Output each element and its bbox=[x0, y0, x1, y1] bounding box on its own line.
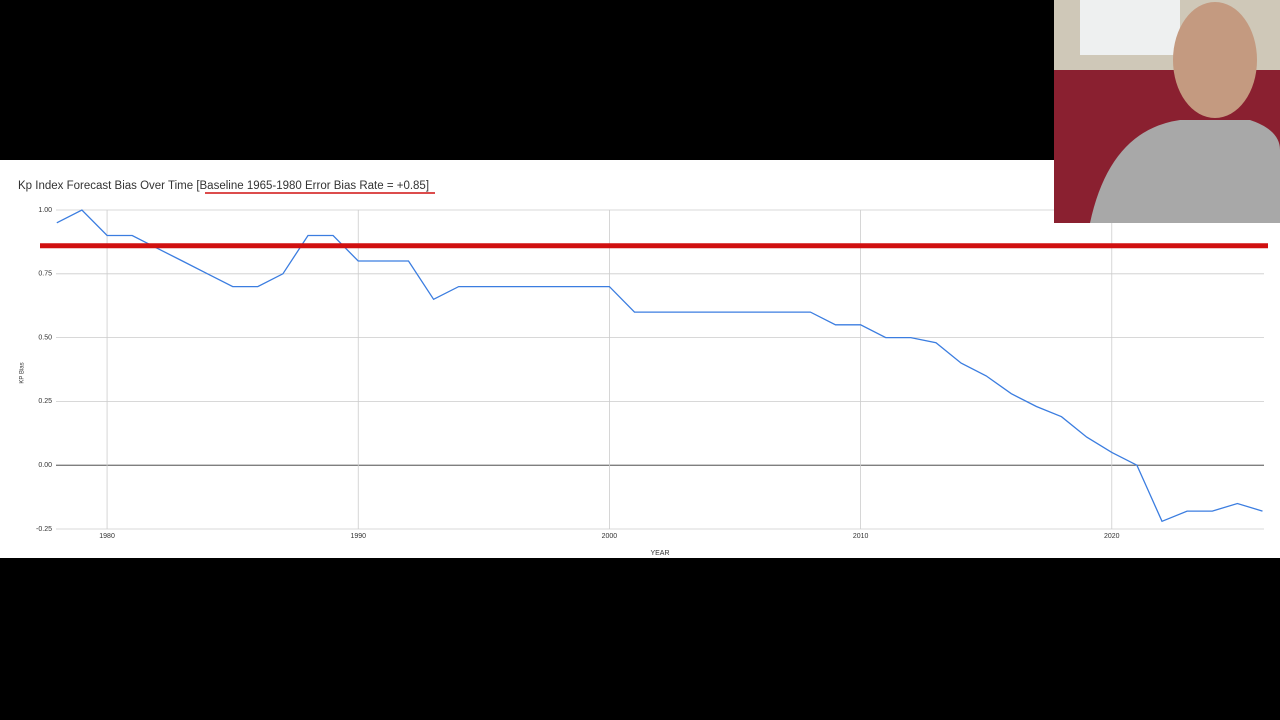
y-tick-label: 0.75 bbox=[38, 271, 52, 278]
chart-panel bbox=[0, 160, 1280, 558]
x-axis-label: YEAR bbox=[650, 550, 669, 557]
y-tick-label: 0.25 bbox=[38, 398, 52, 405]
x-tick-label: 2000 bbox=[602, 533, 618, 540]
x-tick-label: 2010 bbox=[853, 533, 869, 540]
y-tick-label: -0.25 bbox=[36, 526, 52, 533]
y-tick-label: 0.00 bbox=[38, 462, 52, 469]
webcam bbox=[1054, 0, 1280, 223]
data-line bbox=[56, 209, 1263, 523]
webcam-screen bbox=[1080, 0, 1180, 55]
x-tick-label: 1990 bbox=[350, 533, 366, 540]
y-axis-label: KP Bias bbox=[20, 362, 26, 383]
plot: 1.00 0.75 0.50 0.25 0.00 -0.25 1980 1990 2000 201… bbox=[36, 207, 1268, 540]
y-tick-label: 0.50 bbox=[38, 334, 52, 341]
webcam-shirt bbox=[1090, 120, 1280, 223]
x-tick-label: 1980 bbox=[99, 533, 115, 540]
webcam-face bbox=[1173, 2, 1257, 118]
chart-title: Kp Index Forecast Bias Over Time [Baseli… bbox=[18, 180, 429, 192]
y-tick-label: 1.00 bbox=[38, 207, 52, 214]
x-tick-label: 2020 bbox=[1104, 533, 1120, 540]
